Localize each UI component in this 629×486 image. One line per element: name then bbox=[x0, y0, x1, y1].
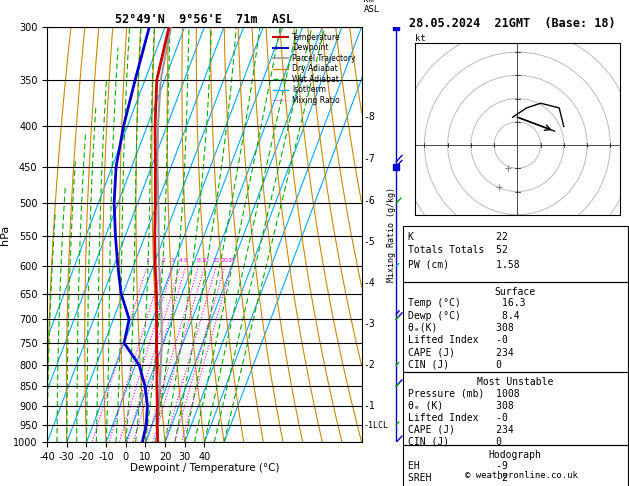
Text: -5: -5 bbox=[364, 237, 375, 247]
Text: CIN (J)        0: CIN (J) 0 bbox=[408, 359, 501, 369]
Text: 10: 10 bbox=[201, 258, 209, 262]
Text: Temp (°C)       16.3: Temp (°C) 16.3 bbox=[408, 298, 525, 309]
Text: -6: -6 bbox=[364, 196, 375, 206]
Text: Lifted Index   -0: Lifted Index -0 bbox=[408, 413, 508, 423]
Text: Most Unstable: Most Unstable bbox=[477, 377, 554, 387]
Text: PW (cm)        1.58: PW (cm) 1.58 bbox=[408, 259, 519, 269]
Text: 15: 15 bbox=[213, 258, 220, 262]
Text: Surface: Surface bbox=[494, 287, 536, 297]
Text: -1: -1 bbox=[364, 401, 375, 411]
Text: K              22: K 22 bbox=[408, 232, 508, 242]
Text: 20: 20 bbox=[221, 258, 229, 262]
Text: CAPE (J)       234: CAPE (J) 234 bbox=[408, 425, 513, 435]
Text: Mixing Ratio (g/kg): Mixing Ratio (g/kg) bbox=[387, 187, 396, 282]
Text: Lifted Index   -0: Lifted Index -0 bbox=[408, 335, 508, 345]
Text: θₑ (K)         308: θₑ (K) 308 bbox=[408, 400, 513, 411]
Text: -4: -4 bbox=[364, 278, 375, 288]
Text: © weatheronline.co.uk: © weatheronline.co.uk bbox=[465, 471, 578, 480]
Text: SREH           -2: SREH -2 bbox=[408, 473, 508, 484]
Text: Pressure (mb)  1008: Pressure (mb) 1008 bbox=[408, 388, 519, 399]
Text: 4: 4 bbox=[178, 258, 182, 262]
Text: EH             -9: EH -9 bbox=[408, 461, 508, 471]
Text: 8: 8 bbox=[197, 258, 201, 262]
Text: km
ASL: km ASL bbox=[364, 0, 379, 14]
Text: -3: -3 bbox=[364, 319, 375, 329]
Text: CAPE (J)       234: CAPE (J) 234 bbox=[408, 347, 513, 357]
Text: 2: 2 bbox=[161, 258, 165, 262]
Text: 25: 25 bbox=[228, 258, 235, 262]
Legend: Temperature, Dewpoint, Parcel Trajectory, Dry Adiabat, Wet Adiabat, Isotherm, Mi: Temperature, Dewpoint, Parcel Trajectory… bbox=[270, 31, 358, 107]
Text: -7: -7 bbox=[364, 154, 375, 164]
Text: -2: -2 bbox=[364, 360, 375, 370]
X-axis label: Dewpoint / Temperature (°C): Dewpoint / Temperature (°C) bbox=[130, 463, 279, 473]
Title: 52°49'N  9°56'E  71m  ASL: 52°49'N 9°56'E 71m ASL bbox=[115, 13, 294, 26]
Text: Hodograph: Hodograph bbox=[489, 450, 542, 460]
Y-axis label: hPa: hPa bbox=[0, 225, 10, 244]
Text: Dewp (°C)       8.4: Dewp (°C) 8.4 bbox=[408, 311, 519, 321]
Text: 1: 1 bbox=[145, 258, 149, 262]
Text: Totals Totals  52: Totals Totals 52 bbox=[408, 245, 508, 256]
Text: 5: 5 bbox=[184, 258, 188, 262]
Text: θₑ(K)          308: θₑ(K) 308 bbox=[408, 323, 513, 333]
Text: -8: -8 bbox=[364, 112, 375, 122]
Text: kt: kt bbox=[415, 34, 426, 43]
Text: 28.05.2024  21GMT  (Base: 18): 28.05.2024 21GMT (Base: 18) bbox=[409, 17, 615, 30]
Text: -1LCL: -1LCL bbox=[364, 421, 388, 430]
Text: 3: 3 bbox=[171, 258, 175, 262]
Text: CIN (J)        0: CIN (J) 0 bbox=[408, 437, 501, 447]
